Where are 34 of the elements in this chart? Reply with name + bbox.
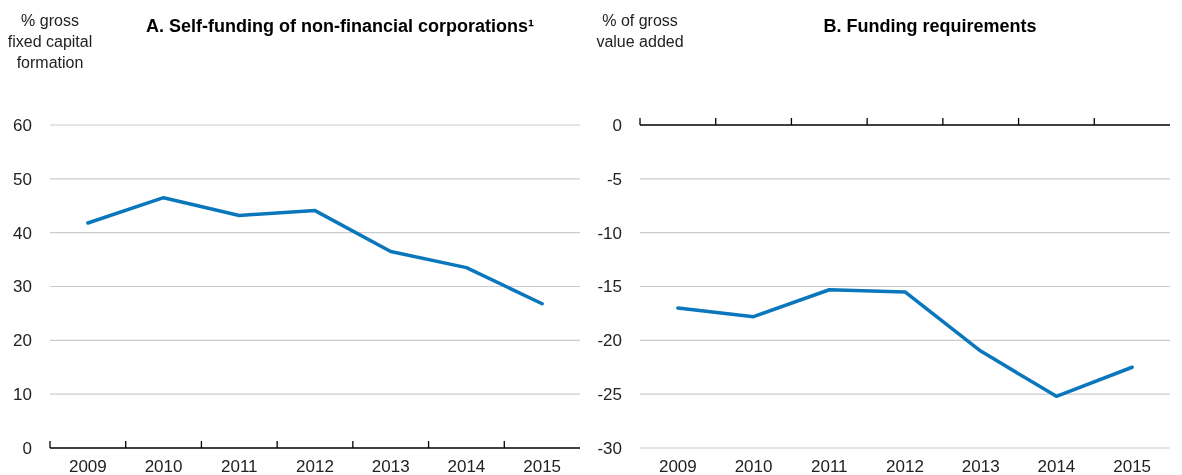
y-tick-label: 30	[13, 277, 32, 297]
x-tick-label: 2012	[296, 457, 334, 475]
y-tick-label: 10	[13, 385, 32, 405]
y-tick-label: -25	[597, 385, 622, 405]
x-tick-label: 2011	[221, 457, 258, 475]
x-tick-label: 2013	[371, 457, 410, 475]
x-tick-label: 2012	[886, 457, 924, 475]
x-tick-label: 2014	[1037, 457, 1076, 475]
line-series	[676, 287, 1134, 399]
y-tick-label: -15	[597, 277, 622, 297]
x-tick-label: 2010	[734, 457, 773, 475]
chart-title: B. Funding requirements	[823, 16, 1037, 36]
y-tick-label: -30	[597, 438, 622, 458]
y-tick-label: 60	[13, 115, 32, 135]
x-tick-label: 2014	[447, 457, 486, 475]
x-tick-label: 2015	[523, 457, 562, 475]
x-tick-label: 2009	[68, 457, 107, 475]
y-tick-label: 0	[22, 438, 32, 458]
y-tick-label: 40	[13, 223, 32, 243]
chart-title: A. Self-funding of non-financial corporations¹	[146, 16, 534, 36]
x-tick-label: 2011	[811, 457, 848, 475]
y-tick-label: 20	[13, 331, 32, 351]
y-axis-title: % of gross value added	[596, 12, 684, 50]
x-tick-label: 2013	[961, 457, 1000, 475]
x-tick-label: 2009	[658, 457, 697, 475]
y-tick-label: -20	[597, 331, 622, 351]
y-tick-label: 0	[612, 115, 622, 135]
line-series	[86, 195, 544, 306]
y-tick-label: 50	[13, 169, 32, 189]
y-axis-title: % gross fixed capital formation	[7, 12, 93, 71]
y-tick-label: -10	[597, 223, 622, 243]
x-tick-label: 2010	[144, 457, 183, 475]
y-tick-label: -5	[606, 169, 622, 189]
x-tick-label: 2015	[1113, 457, 1152, 475]
